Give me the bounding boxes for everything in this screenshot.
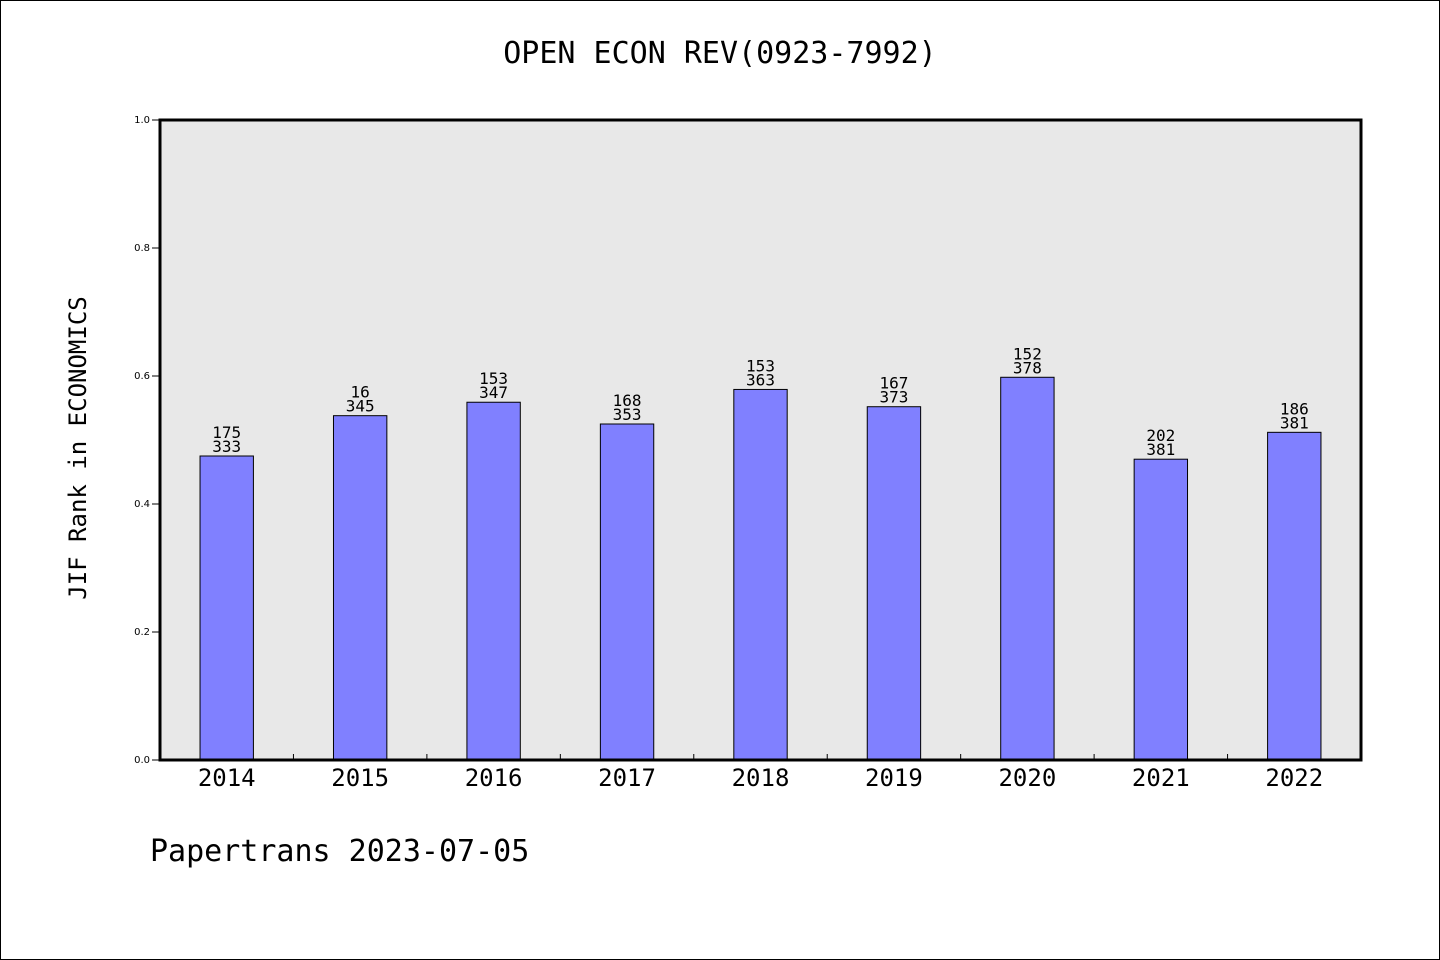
bar: [1133, 458, 1189, 761]
bar: [199, 455, 254, 761]
bar-data-label: 167: [879, 374, 908, 393]
x-tick-label: 2015: [331, 764, 389, 792]
bar: [1267, 431, 1322, 761]
bar-data-label: 363: [746, 370, 775, 389]
y-tick-label: 1.0: [134, 115, 150, 126]
y-tick-label: 0.2: [134, 627, 150, 638]
bar-data-label: 347: [479, 383, 508, 402]
x-tick-label: 2016: [465, 764, 523, 792]
bar-data-label: 153: [479, 369, 508, 388]
bar-data-label: 381: [1280, 413, 1309, 432]
x-tick-label: 2022: [1265, 764, 1323, 792]
x-tick-label: 2020: [998, 764, 1056, 792]
bar: [332, 415, 388, 761]
bar-data-label: 152: [1013, 344, 1042, 363]
y-tick-label: 0.0: [134, 755, 150, 766]
bar: [866, 406, 922, 761]
bar-data-label: 16: [351, 383, 370, 402]
plot-border: [158, 118, 1363, 762]
bar-data-label: 381: [1146, 440, 1175, 459]
bar-data-label: 333: [212, 437, 241, 456]
bar-data-label: 202: [1146, 426, 1175, 445]
bar-data-label: 345: [346, 397, 375, 416]
x-tick-label: 2021: [1132, 764, 1190, 792]
y-tick-label: 0.8: [134, 243, 150, 254]
bar-data-label: 353: [613, 405, 642, 424]
bar-data-label: 186: [1280, 399, 1309, 418]
bar: [466, 401, 521, 761]
x-tick-label: 2019: [865, 764, 923, 792]
bar: [733, 388, 788, 761]
x-tick-label: 2017: [598, 764, 656, 792]
bar-data-label: 168: [613, 391, 642, 410]
bar: [599, 423, 655, 761]
bar-data-label: 175: [212, 423, 241, 442]
bar-data-label: 373: [879, 388, 908, 407]
y-tick-label: 0.4: [134, 499, 150, 510]
x-tick-label: 2018: [732, 764, 790, 792]
chart-title: OPEN ECON REV(0923-7992): [503, 36, 937, 71]
bar-data-label: 378: [1013, 358, 1042, 377]
x-tick-label: 2014: [198, 764, 256, 792]
footer-credit: Papertrans 2023-07-05: [150, 834, 530, 869]
bar: [1000, 376, 1055, 761]
bar-data-label: 153: [746, 356, 775, 375]
y-tick-label: 0.6: [134, 371, 150, 382]
